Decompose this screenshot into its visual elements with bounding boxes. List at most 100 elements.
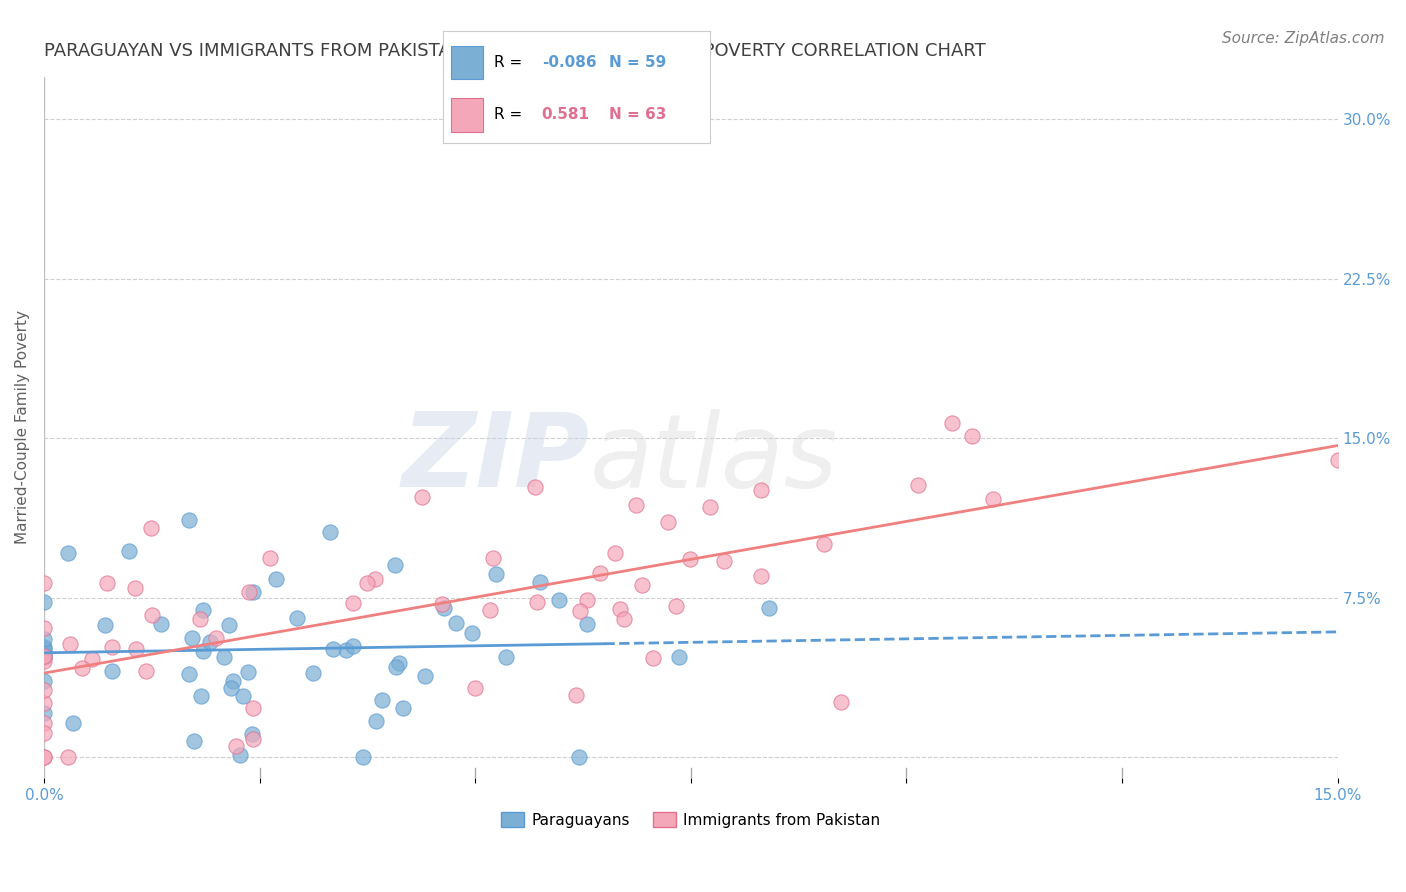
Point xyxy=(548,592,571,607)
FancyBboxPatch shape xyxy=(451,98,484,132)
Point xyxy=(193,644,215,658)
Point xyxy=(259,551,281,566)
Point xyxy=(150,617,173,632)
Point xyxy=(32,621,55,635)
Point xyxy=(613,612,636,626)
Point xyxy=(495,649,517,664)
Point xyxy=(32,696,55,710)
Point xyxy=(529,574,551,589)
Point xyxy=(94,617,117,632)
Point xyxy=(364,714,387,728)
Point xyxy=(212,650,235,665)
Point xyxy=(177,513,200,527)
Point xyxy=(371,693,394,707)
Text: ZIP: ZIP xyxy=(402,409,591,509)
Point xyxy=(32,632,55,646)
Point xyxy=(285,611,308,625)
Point xyxy=(32,648,55,663)
Point xyxy=(32,750,55,764)
Point xyxy=(960,429,983,443)
Y-axis label: Married-Couple Family Poverty: Married-Couple Family Poverty xyxy=(15,310,30,544)
Point xyxy=(813,537,835,551)
Text: -0.086: -0.086 xyxy=(541,55,596,70)
Point xyxy=(433,601,456,615)
Text: R =: R = xyxy=(494,55,522,70)
Point xyxy=(665,599,688,613)
Point xyxy=(200,635,222,649)
Point xyxy=(240,726,263,740)
Point xyxy=(188,612,211,626)
Point xyxy=(232,690,254,704)
Legend: Paraguayans, Immigrants from Pakistan: Paraguayans, Immigrants from Pakistan xyxy=(495,805,887,834)
Point xyxy=(32,648,55,663)
Point xyxy=(32,650,55,665)
Point xyxy=(479,603,502,617)
Point xyxy=(589,566,612,581)
Point xyxy=(242,701,264,715)
Point xyxy=(484,566,506,581)
Point xyxy=(713,554,735,568)
Point xyxy=(70,661,93,675)
Point xyxy=(609,601,631,615)
Point xyxy=(181,631,204,645)
Point xyxy=(302,665,325,680)
Point xyxy=(32,750,55,764)
FancyBboxPatch shape xyxy=(451,45,484,79)
Point xyxy=(219,681,242,695)
Point xyxy=(229,747,252,762)
Point xyxy=(32,654,55,668)
Point xyxy=(364,573,387,587)
Point xyxy=(749,483,772,497)
Point xyxy=(603,546,626,560)
Point xyxy=(32,642,55,657)
Point xyxy=(385,660,408,674)
Point xyxy=(32,706,55,720)
Point xyxy=(32,646,55,660)
Point xyxy=(342,596,364,610)
Point xyxy=(678,551,700,566)
Point xyxy=(564,688,586,702)
Point xyxy=(907,477,929,491)
Text: N = 59: N = 59 xyxy=(609,55,666,70)
Point xyxy=(32,674,55,689)
Point xyxy=(225,739,247,754)
Point xyxy=(96,576,118,591)
Text: 0.581: 0.581 xyxy=(541,107,589,122)
Point xyxy=(630,577,652,591)
Point xyxy=(80,652,103,666)
Text: R =: R = xyxy=(494,107,522,122)
Point xyxy=(392,701,415,715)
Point xyxy=(32,595,55,609)
Point xyxy=(749,569,772,583)
Point xyxy=(124,582,146,596)
Point xyxy=(1326,453,1348,467)
Point xyxy=(352,750,374,764)
Point xyxy=(32,683,55,698)
Point xyxy=(668,649,690,664)
Point xyxy=(432,597,454,611)
Point xyxy=(318,525,340,540)
Point xyxy=(411,490,433,504)
Point xyxy=(242,584,264,599)
Point xyxy=(576,617,599,632)
Point xyxy=(139,521,162,535)
Point xyxy=(981,492,1004,507)
Point xyxy=(758,601,780,615)
Point xyxy=(444,615,467,630)
Point xyxy=(388,657,411,671)
Point xyxy=(177,667,200,681)
Point xyxy=(461,626,484,640)
Point xyxy=(125,641,148,656)
Point xyxy=(58,750,80,764)
Point xyxy=(32,645,55,659)
Point xyxy=(523,480,546,494)
Point xyxy=(624,498,647,512)
Point xyxy=(101,640,124,654)
Point xyxy=(191,603,214,617)
Point xyxy=(236,665,259,680)
Point xyxy=(641,650,664,665)
Point xyxy=(568,603,591,617)
Point xyxy=(32,650,55,665)
Text: Source: ZipAtlas.com: Source: ZipAtlas.com xyxy=(1222,31,1385,46)
Point xyxy=(32,716,55,731)
